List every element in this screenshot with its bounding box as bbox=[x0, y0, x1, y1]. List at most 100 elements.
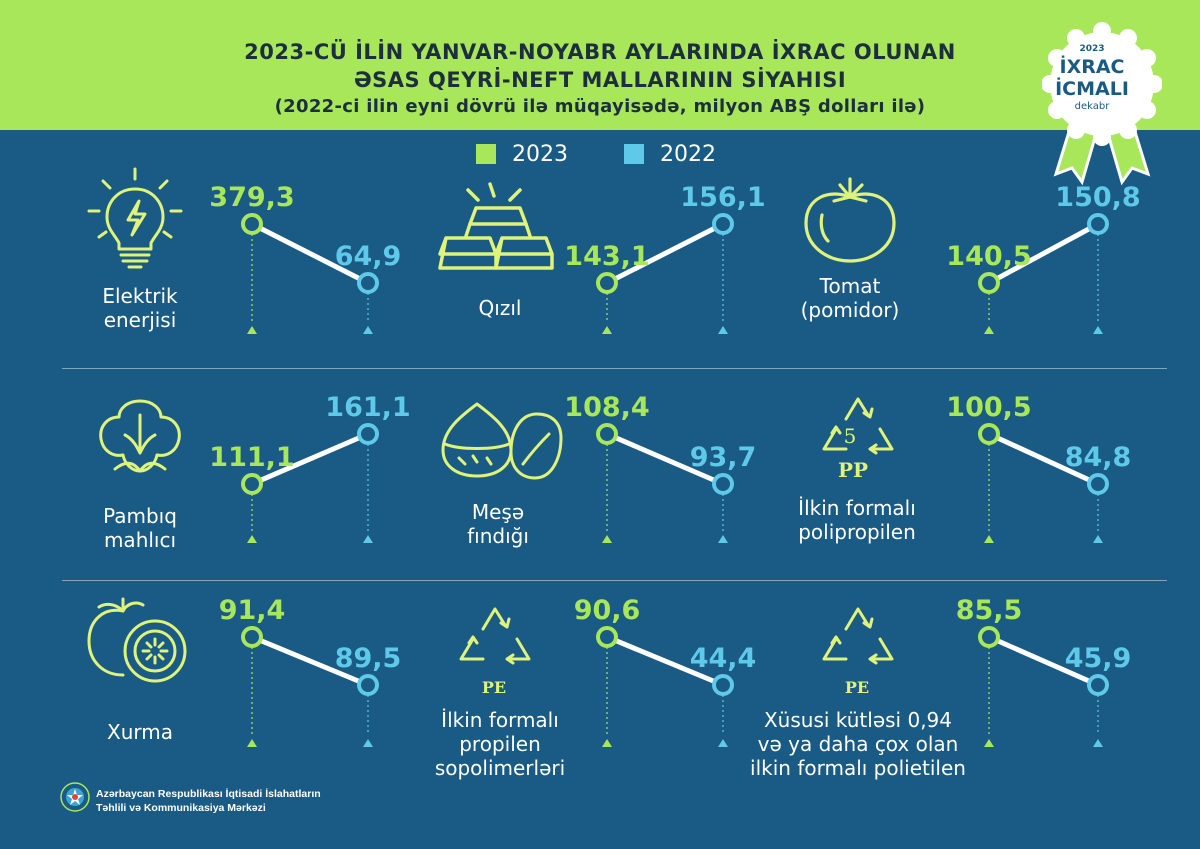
value-label-2022: 150,8 bbox=[1055, 182, 1140, 213]
recycle-pe-icon bbox=[822, 607, 894, 665]
value-label-2023: 90,6 bbox=[574, 595, 641, 626]
legend-swatch-2022 bbox=[624, 144, 644, 164]
value-label-2022: 45,9 bbox=[1065, 643, 1132, 674]
base-marker-2023 bbox=[247, 326, 257, 334]
base-marker-2022 bbox=[718, 739, 728, 747]
recycle-code-pp: PP bbox=[837, 458, 869, 482]
label-xurma: Xurma bbox=[107, 720, 173, 744]
recycle-code-pe: PE bbox=[481, 678, 507, 697]
emblem-logo-icon bbox=[60, 782, 90, 812]
value-label-2023: 143,1 bbox=[564, 241, 649, 272]
lightbulb-icon bbox=[87, 167, 183, 269]
badge-rosette-icon bbox=[1042, 22, 1162, 186]
value-label-2023: 140,5 bbox=[946, 241, 1031, 272]
legend-label-2022: 2022 bbox=[660, 141, 716, 167]
value-label-2022: 156,1 bbox=[680, 182, 765, 213]
chart-subtitle: (2022-ci ilin eyni dövrü ilə müqayisədə,… bbox=[274, 96, 926, 117]
point-2022 bbox=[357, 674, 379, 696]
point-2023 bbox=[596, 423, 618, 445]
point-2022 bbox=[712, 213, 734, 235]
point-2023 bbox=[241, 473, 263, 495]
value-label-2022: 93,7 bbox=[690, 442, 757, 473]
point-2022 bbox=[712, 674, 734, 696]
label-propilen-sopolimerleri: İlkin formalı propilen sopolimerləri bbox=[434, 708, 566, 780]
badge-line1: İXRAC bbox=[1059, 56, 1125, 78]
chart-title-line1: 2023-CÜ İLİN YANVAR-NOYABR AYLARINDA İXR… bbox=[244, 40, 956, 64]
point-2022 bbox=[357, 272, 379, 294]
connector-line bbox=[249, 431, 371, 487]
point-2022 bbox=[1087, 473, 1109, 495]
base-marker-2022 bbox=[363, 535, 373, 543]
base-marker-2023 bbox=[602, 326, 612, 334]
label-mese-findigi: Meşə fındığı bbox=[467, 500, 529, 548]
value-label-2022: 161,1 bbox=[325, 392, 410, 423]
recycle-pe-icon bbox=[459, 607, 531, 665]
point-2022 bbox=[712, 473, 734, 495]
base-marker-2022 bbox=[718, 535, 728, 543]
value-label-2023: 108,4 bbox=[564, 392, 649, 423]
connector-line bbox=[604, 634, 726, 688]
value-label-2023: 111,1 bbox=[209, 442, 294, 473]
point-2023 bbox=[978, 423, 1000, 445]
base-marker-2023 bbox=[984, 326, 994, 334]
label-polietilen: Xüsusi kütləsi 0,94 və ya daha çox olan … bbox=[750, 708, 966, 780]
header-band bbox=[0, 0, 1200, 130]
legend-label-2023: 2023 bbox=[512, 141, 568, 167]
persimmon-icon bbox=[87, 597, 187, 683]
value-label-2022: 89,5 bbox=[335, 643, 402, 674]
connector-line bbox=[986, 221, 1101, 286]
base-marker-2022 bbox=[1093, 326, 1103, 334]
legend-swatch-2023 bbox=[476, 144, 496, 164]
point-2023 bbox=[241, 626, 263, 648]
tomato-icon bbox=[804, 177, 896, 263]
base-marker-2023 bbox=[247, 739, 257, 747]
value-label-2022: 64,9 bbox=[335, 241, 402, 272]
point-2023 bbox=[241, 213, 263, 235]
base-marker-2023 bbox=[984, 739, 994, 747]
base-marker-2023 bbox=[984, 535, 994, 543]
point-2023 bbox=[978, 272, 1000, 294]
footer-org-line2: Təhlili və Kommunikasiya Mərkəzi bbox=[96, 802, 266, 814]
recycle-number: 5 bbox=[843, 424, 857, 448]
value-label-2023: 379,3 bbox=[209, 182, 294, 213]
connector-line bbox=[604, 431, 726, 487]
value-label-2022: 84,8 bbox=[1065, 442, 1132, 473]
point-2022 bbox=[1087, 674, 1109, 696]
label-polipropilen: İlkin formalı polipropilen bbox=[798, 496, 916, 544]
connector-line bbox=[249, 221, 371, 286]
label-tomat: Tomat (pomidor) bbox=[800, 274, 900, 322]
connector-line bbox=[249, 634, 371, 688]
value-label-2022: 44,4 bbox=[690, 643, 757, 674]
label-pambiq-mahlici: Pambıq mahlıcı bbox=[103, 504, 177, 552]
row-divider bbox=[62, 368, 1167, 369]
label-qizil: Qızıl bbox=[478, 296, 522, 320]
badge-line2: İCMALI bbox=[1055, 78, 1129, 100]
base-marker-2022 bbox=[363, 739, 373, 747]
chart-title-line2: ƏSAS QEYRİ-NEFT MALLARININ SİYAHISI bbox=[353, 68, 847, 92]
base-marker-2022 bbox=[1093, 535, 1103, 543]
badge-year: 2023 bbox=[1079, 44, 1105, 54]
point-2022 bbox=[357, 423, 379, 445]
point-2023 bbox=[978, 626, 1000, 648]
point-2023 bbox=[596, 626, 618, 648]
base-marker-2022 bbox=[363, 326, 373, 334]
value-label-2023: 91,4 bbox=[219, 595, 286, 626]
point-2023 bbox=[596, 272, 618, 294]
value-label-2023: 85,5 bbox=[956, 595, 1023, 626]
base-marker-2023 bbox=[602, 739, 612, 747]
cotton-icon bbox=[99, 399, 181, 473]
connector-line bbox=[986, 634, 1101, 688]
row-divider bbox=[62, 580, 1167, 581]
footer-org-line1: Azərbaycan Respublikası İqtisadi İslahat… bbox=[96, 788, 321, 800]
hazelnut-icon bbox=[441, 402, 563, 480]
legend: 2023 2022 bbox=[476, 140, 716, 168]
base-marker-2022 bbox=[1093, 739, 1103, 747]
recycle-pp-icon bbox=[822, 397, 894, 455]
value-label-2023: 100,5 bbox=[946, 392, 1031, 423]
base-marker-2023 bbox=[247, 535, 257, 543]
label-elektrik-enerjisi: Elektrik enerjisi bbox=[102, 284, 178, 332]
connector-line bbox=[986, 431, 1101, 487]
base-marker-2023 bbox=[602, 535, 612, 543]
recycle-code-pe: PE bbox=[844, 678, 870, 697]
